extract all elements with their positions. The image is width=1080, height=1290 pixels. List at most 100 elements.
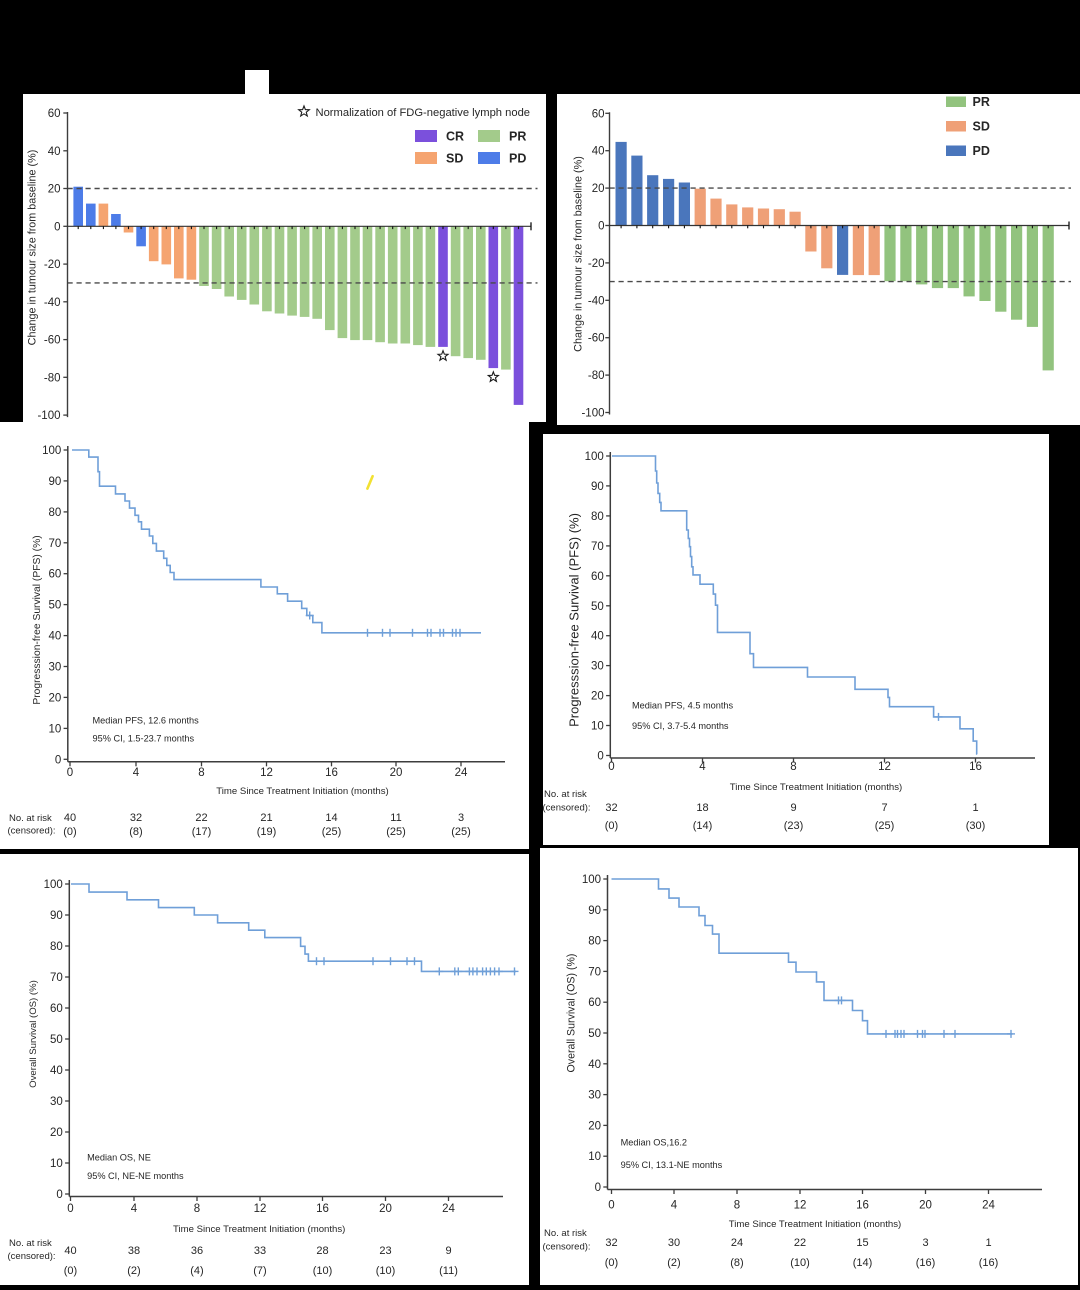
svg-text:30: 30 bbox=[591, 661, 604, 673]
svg-text:(censored):: (censored): bbox=[543, 803, 591, 814]
svg-text:Progresssion-free Survival (PF: Progresssion-free Survival (PFS) (%) bbox=[32, 535, 43, 704]
svg-text:80: 80 bbox=[591, 511, 604, 523]
svg-text:24: 24 bbox=[982, 1200, 995, 1212]
svg-text:16: 16 bbox=[969, 761, 982, 773]
svg-text:0: 0 bbox=[598, 221, 604, 233]
svg-text:-80: -80 bbox=[588, 370, 605, 382]
svg-text:32: 32 bbox=[605, 1237, 617, 1249]
svg-text:4: 4 bbox=[671, 1200, 678, 1212]
svg-text:Median OS, NE: Median OS, NE bbox=[87, 1152, 151, 1162]
svg-text:(0): (0) bbox=[64, 1265, 77, 1277]
svg-text:8: 8 bbox=[194, 1203, 200, 1215]
svg-text:20: 20 bbox=[588, 1120, 601, 1132]
svg-text:CR: CR bbox=[446, 130, 464, 144]
svg-text:80: 80 bbox=[588, 936, 601, 948]
svg-text:9: 9 bbox=[790, 802, 796, 814]
svg-text:(25): (25) bbox=[875, 820, 895, 832]
svg-text:16: 16 bbox=[325, 767, 338, 779]
svg-text:9: 9 bbox=[445, 1245, 451, 1257]
svg-text:100: 100 bbox=[44, 879, 63, 891]
svg-text:10: 10 bbox=[588, 1151, 601, 1163]
svg-text:3: 3 bbox=[922, 1237, 928, 1249]
svg-text:8: 8 bbox=[790, 761, 796, 773]
svg-text:12: 12 bbox=[794, 1200, 807, 1212]
svg-text:22: 22 bbox=[195, 812, 207, 824]
svg-text:PR: PR bbox=[509, 130, 526, 144]
svg-text:0: 0 bbox=[608, 761, 614, 773]
svg-text:0: 0 bbox=[67, 767, 73, 779]
svg-text:4: 4 bbox=[133, 767, 140, 779]
svg-text:Time Since Treatment Initiatio: Time Since Treatment Initiation (months) bbox=[173, 1224, 345, 1235]
svg-text:Change in tumour size from bas: Change in tumour size from baseline (%) bbox=[573, 156, 585, 352]
svg-text:20: 20 bbox=[591, 691, 604, 703]
svg-text:(11): (11) bbox=[439, 1265, 458, 1277]
svg-text:90: 90 bbox=[49, 476, 62, 488]
svg-text:24: 24 bbox=[442, 1203, 455, 1215]
svg-text:40: 40 bbox=[592, 146, 605, 158]
svg-text:(23): (23) bbox=[784, 820, 804, 832]
svg-text:(14): (14) bbox=[693, 820, 713, 832]
svg-text:33: 33 bbox=[254, 1245, 266, 1257]
svg-text:21: 21 bbox=[260, 812, 272, 824]
svg-text:-100: -100 bbox=[581, 408, 604, 420]
svg-text:60: 60 bbox=[49, 569, 62, 581]
svg-text:(25): (25) bbox=[451, 826, 471, 838]
svg-text:Overall Survival (OS) (%): Overall Survival (OS) (%) bbox=[566, 954, 578, 1073]
svg-text:(25): (25) bbox=[386, 826, 406, 838]
svg-text:Progresssion-free Survival (PF: Progresssion-free Survival (PFS) (%) bbox=[566, 513, 581, 727]
svg-text:SD: SD bbox=[973, 120, 990, 134]
svg-text:30: 30 bbox=[668, 1237, 680, 1249]
svg-text:12: 12 bbox=[260, 767, 273, 779]
svg-text:24: 24 bbox=[455, 767, 468, 779]
svg-text:20: 20 bbox=[390, 767, 403, 779]
svg-text:15: 15 bbox=[856, 1237, 868, 1249]
svg-text:0: 0 bbox=[55, 754, 61, 766]
svg-text:8: 8 bbox=[734, 1200, 740, 1212]
svg-text:100: 100 bbox=[585, 451, 604, 463]
svg-text:(4): (4) bbox=[190, 1265, 203, 1277]
svg-text:(censored):: (censored): bbox=[8, 826, 56, 837]
svg-text:38: 38 bbox=[128, 1245, 140, 1257]
svg-text:40: 40 bbox=[64, 812, 76, 824]
svg-text:60: 60 bbox=[591, 571, 604, 583]
svg-text:(0): (0) bbox=[605, 1257, 618, 1269]
svg-text:Normalization of FDG-negative: Normalization of FDG-negative lymph node bbox=[316, 107, 531, 119]
svg-text:70: 70 bbox=[50, 972, 63, 984]
svg-text:-20: -20 bbox=[588, 258, 605, 270]
svg-text:95% CI, 3.7-5.4 months: 95% CI, 3.7-5.4 months bbox=[632, 721, 729, 731]
svg-text:No. at risk: No. at risk bbox=[544, 789, 587, 800]
svg-text:100: 100 bbox=[42, 445, 61, 457]
svg-text:(0): (0) bbox=[605, 820, 618, 832]
svg-text:10: 10 bbox=[49, 723, 62, 735]
svg-text:0: 0 bbox=[608, 1200, 614, 1212]
svg-text:80: 80 bbox=[49, 507, 62, 519]
svg-text:20: 20 bbox=[48, 184, 61, 196]
svg-text:50: 50 bbox=[49, 600, 62, 612]
svg-text:No. at risk: No. at risk bbox=[9, 813, 52, 824]
svg-text:(30): (30) bbox=[966, 820, 986, 832]
svg-text:16: 16 bbox=[316, 1203, 329, 1215]
svg-text:0: 0 bbox=[56, 1189, 62, 1201]
svg-text:Median PFS, 4.5 months: Median PFS, 4.5 months bbox=[632, 701, 734, 711]
svg-text:(2): (2) bbox=[127, 1265, 140, 1277]
svg-text:30: 30 bbox=[588, 1090, 601, 1102]
svg-text:12: 12 bbox=[254, 1203, 267, 1215]
svg-text:40: 40 bbox=[591, 631, 604, 643]
svg-text:(17): (17) bbox=[192, 826, 212, 838]
svg-text:(8): (8) bbox=[730, 1257, 743, 1269]
svg-text:70: 70 bbox=[49, 538, 62, 550]
svg-text:3: 3 bbox=[458, 812, 464, 824]
svg-text:4: 4 bbox=[699, 761, 706, 773]
svg-text:60: 60 bbox=[50, 1003, 63, 1015]
svg-text:60: 60 bbox=[588, 997, 601, 1009]
svg-text:20: 20 bbox=[49, 692, 62, 704]
svg-text:(14): (14) bbox=[853, 1257, 873, 1269]
svg-text:Median PFS, 12.6 months: Median PFS, 12.6 months bbox=[93, 716, 200, 726]
svg-text:20: 20 bbox=[50, 1127, 63, 1139]
svg-text:40: 40 bbox=[64, 1245, 76, 1257]
svg-text:Time Since Treatment Initiatio: Time Since Treatment Initiation (months) bbox=[730, 782, 902, 793]
svg-text:-80: -80 bbox=[44, 372, 61, 384]
svg-text:20: 20 bbox=[379, 1203, 392, 1215]
svg-text:32: 32 bbox=[130, 812, 142, 824]
svg-text:(8): (8) bbox=[129, 826, 142, 838]
